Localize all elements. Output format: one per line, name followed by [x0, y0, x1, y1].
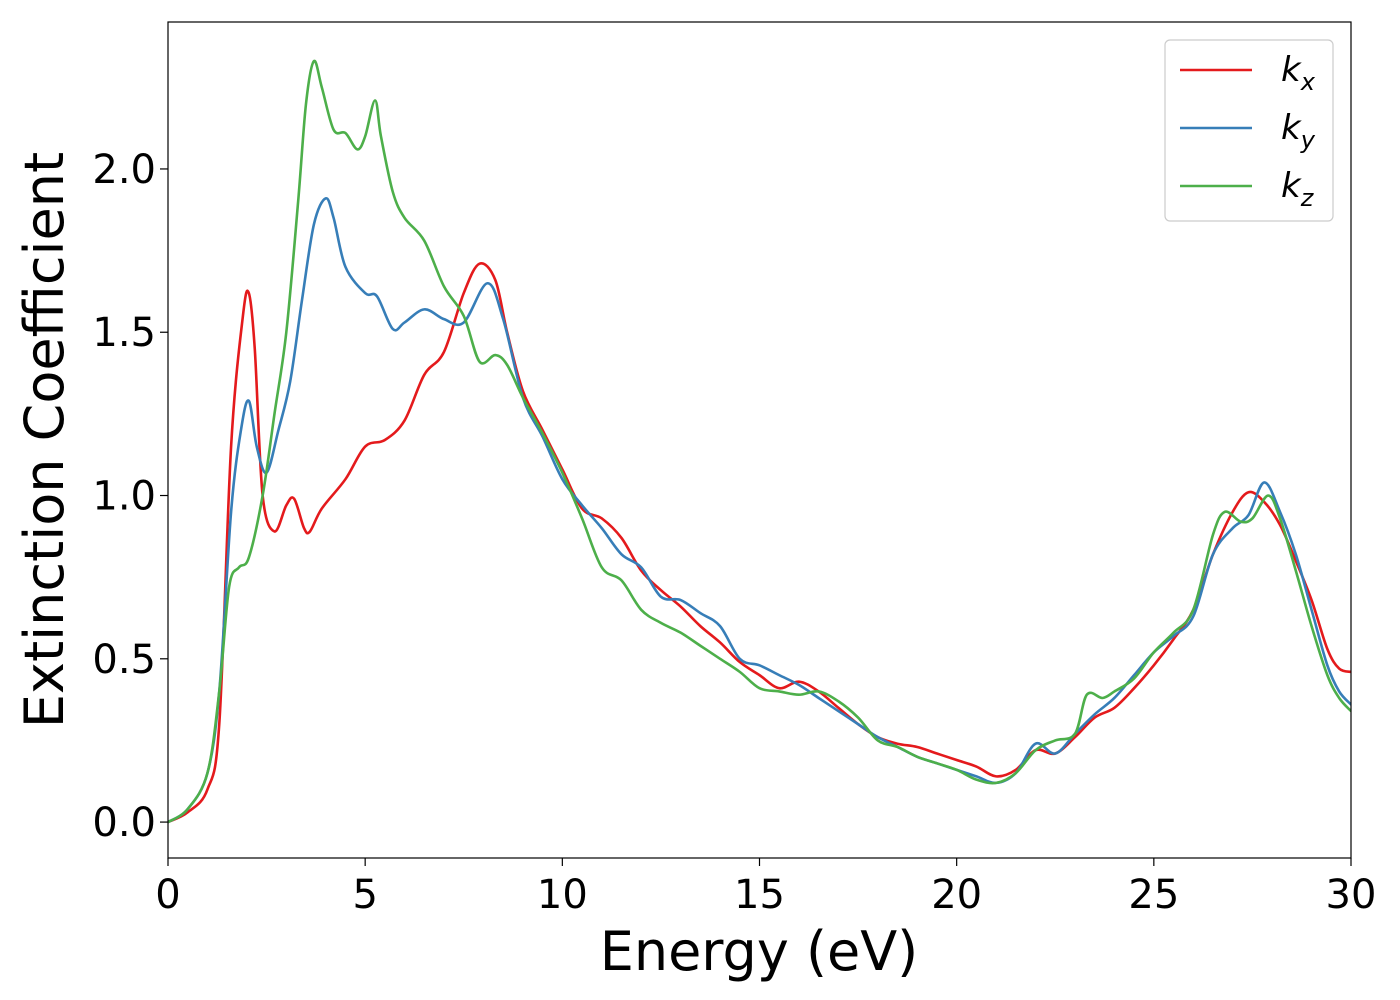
x-tick-label: 15 [734, 872, 785, 918]
y-tick-label: 1.5 [92, 310, 156, 356]
x-tick-label: 20 [931, 872, 982, 918]
x-axis-ticks: 0 5 10 15 20 25 30 [155, 858, 1376, 918]
y-tick-label: 0.5 [92, 637, 156, 683]
legend-label-kz: kz [1281, 166, 1315, 212]
y-axis-label: Extinction Coefficient [13, 152, 76, 728]
y-axis-ticks: 0.0 0.5 1.0 1.5 2.0 [92, 147, 168, 846]
series-line-kz [168, 59, 1351, 824]
legend-label-ky: ky [1281, 108, 1316, 154]
legend-box [1164, 39, 1334, 222]
x-tick-label: 10 [537, 872, 588, 918]
legend: kx ky kz [1164, 39, 1334, 222]
x-tick-label: 30 [1326, 872, 1377, 918]
series-line-kx [168, 261, 1351, 824]
x-axis-label: Energy (eV) [600, 920, 919, 983]
x-tick-label: 25 [1128, 872, 1179, 918]
y-tick-label: 1.0 [92, 474, 156, 520]
x-tick-label: 0 [155, 872, 180, 918]
y-tick-label: 2.0 [92, 147, 156, 193]
legend-label-kx: kx [1281, 50, 1316, 96]
series-layer [168, 59, 1351, 824]
y-tick-label: 0.0 [92, 800, 156, 846]
x-tick-label: 5 [352, 872, 377, 918]
